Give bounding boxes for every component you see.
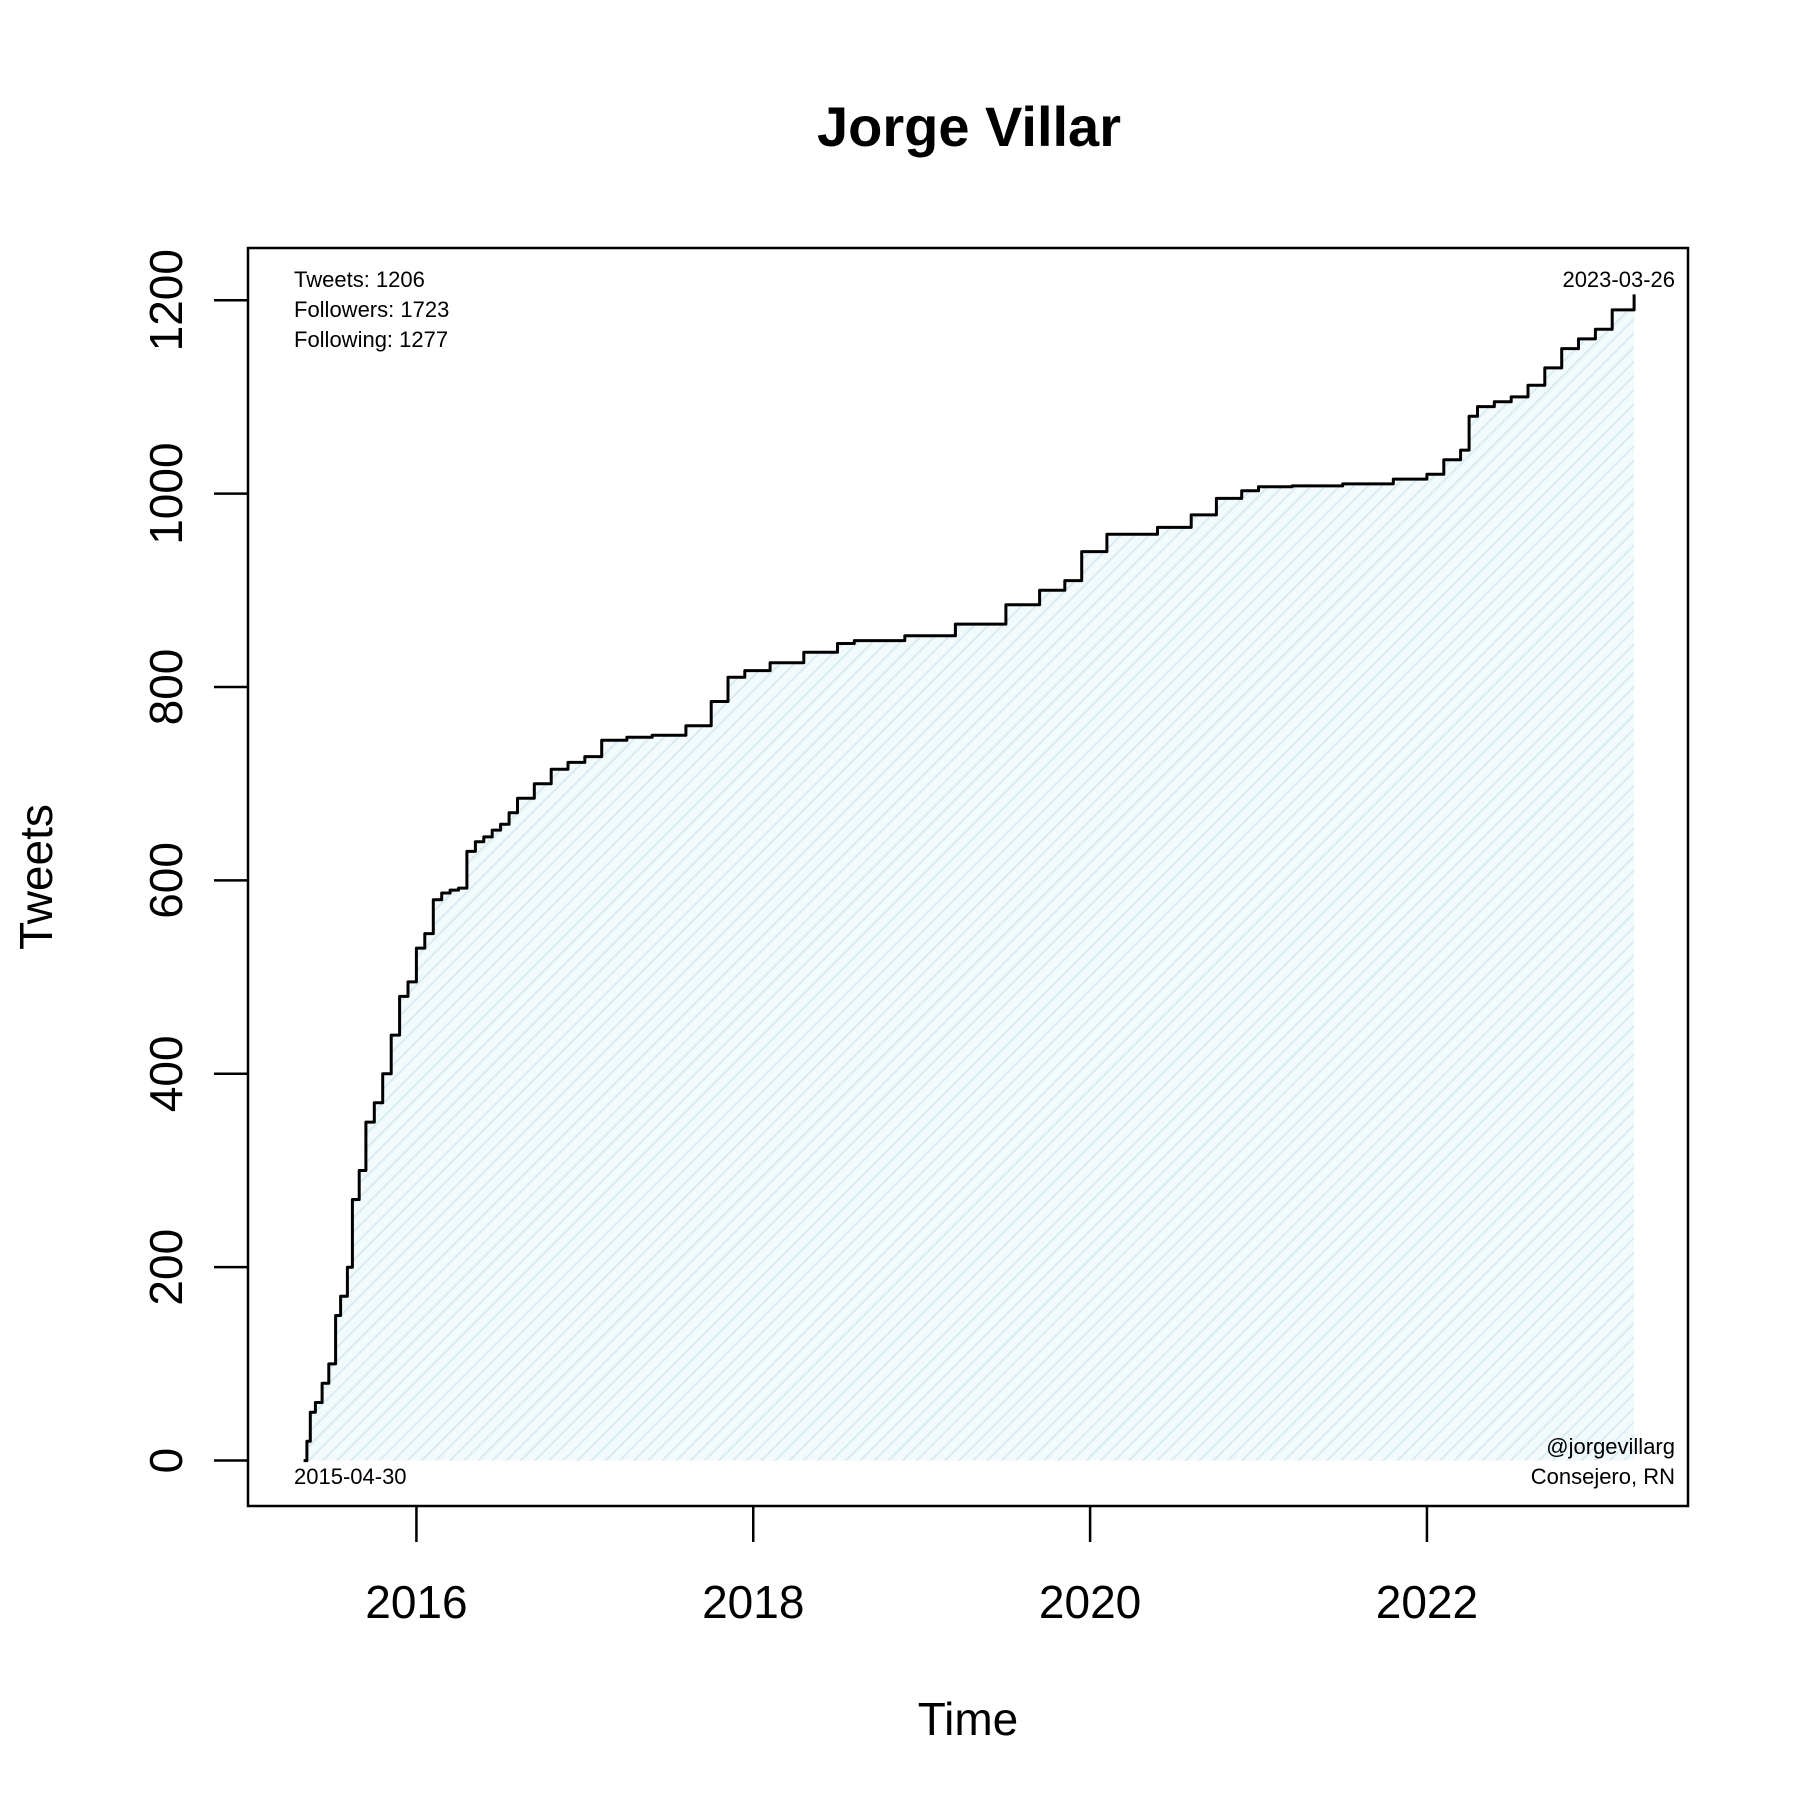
y-tick-label: 400 xyxy=(140,1035,192,1112)
stat-followers: Followers: 1723 xyxy=(294,297,449,322)
tweets-area-fill xyxy=(303,294,1635,1461)
account-handle: @jorgevillarg xyxy=(1546,1434,1675,1459)
end-date-label: 2023-03-26 xyxy=(1562,267,1675,292)
plot-frame xyxy=(246,246,1690,1508)
stat-tweets: Tweets: 1206 xyxy=(294,267,425,292)
y-tick-label: 1200 xyxy=(140,249,192,351)
y-axis: 0 200 400 600 800 1000 1200 xyxy=(140,249,248,1473)
y-tick-label: 1000 xyxy=(140,442,192,544)
x-tick-label: 2020 xyxy=(1039,1576,1141,1628)
account-description: Consejero, RN xyxy=(1531,1464,1675,1489)
y-tick-label: 0 xyxy=(140,1448,192,1474)
x-axis: 2016 2018 2020 2022 xyxy=(365,1506,1478,1628)
x-axis-label: Time xyxy=(918,1693,1019,1745)
y-tick-label: 200 xyxy=(140,1229,192,1306)
y-tick-label: 800 xyxy=(140,649,192,726)
stat-following: Following: 1277 xyxy=(294,327,448,352)
start-date-label: 2015-04-30 xyxy=(294,1464,407,1489)
tweets-series-line xyxy=(303,294,1636,1463)
x-tick-label: 2016 xyxy=(365,1576,467,1628)
x-tick-label: 2018 xyxy=(702,1576,804,1628)
y-tick-label: 600 xyxy=(140,842,192,919)
chart-title: Jorge Villar xyxy=(817,95,1121,158)
y-axis-label: Tweets xyxy=(10,804,62,950)
x-tick-label: 2022 xyxy=(1376,1576,1478,1628)
